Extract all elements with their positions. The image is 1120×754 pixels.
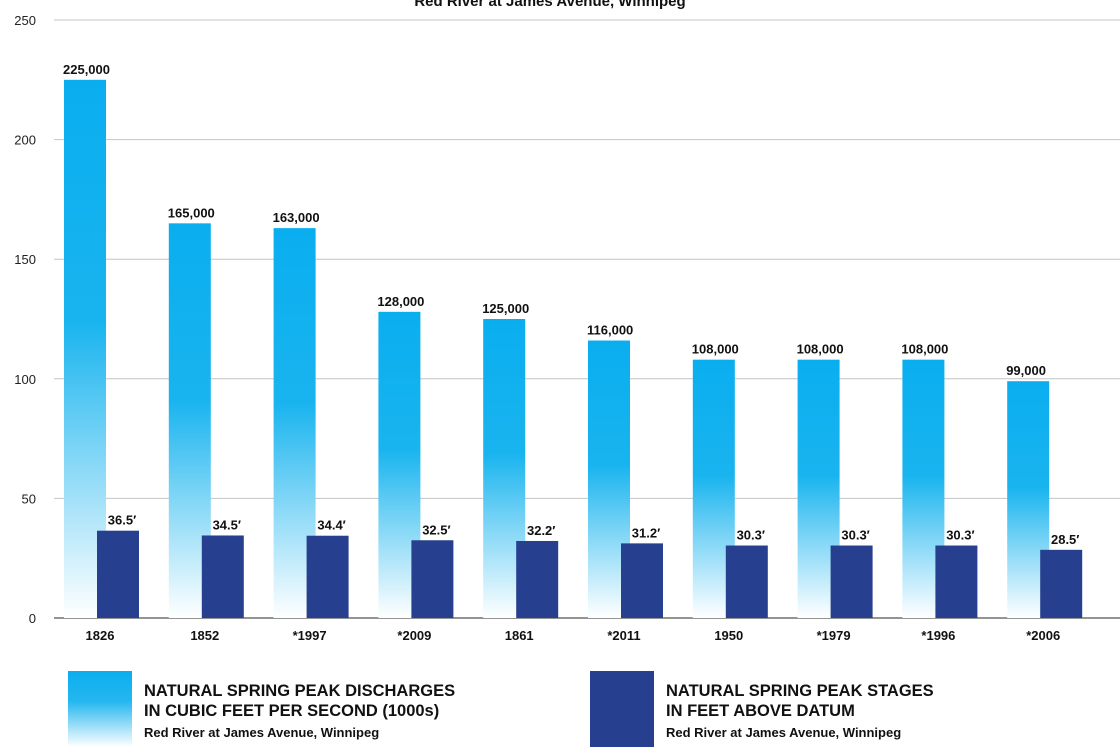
data-label-discharge: 163,000: [273, 210, 320, 225]
x-tick-label: 1950: [714, 628, 743, 643]
bar-stage-1826: [97, 530, 139, 618]
x-axis: 1826 1852 *1997 *2009 1861 *2011 1950 *1979 *199…: [86, 628, 1061, 643]
data-label-stage: 32.5′: [422, 522, 450, 537]
legend-title-stage-line1: NATURAL SPRING PEAK STAGES: [666, 682, 934, 700]
data-label-discharge: 108,000: [797, 342, 844, 357]
x-tick-label: *2009: [397, 628, 431, 643]
data-label-stage: 30.3′: [841, 528, 869, 543]
data-label-discharge: 128,000: [377, 294, 424, 309]
x-tick-label: *1996: [921, 628, 955, 643]
data-label-stage: 34.4′: [317, 518, 345, 533]
bar-stage-star-1997: [306, 535, 349, 618]
legend-subtitle-discharge: Red River at James Avenue, Winnipeg: [144, 725, 380, 740]
y-tick-label: 250: [14, 13, 36, 28]
y-tick-label: 100: [14, 372, 36, 387]
data-label-stage: 30.3′: [737, 528, 765, 543]
y-tick-label: 200: [14, 133, 36, 148]
x-tick-label: *1997: [293, 628, 327, 643]
x-tick-label: 1826: [86, 628, 115, 643]
legend-title-stage-line2: IN FEET ABOVE DATUM: [666, 702, 855, 720]
data-label-discharge: 125,000: [482, 301, 529, 316]
data-label-discharge: 99,000: [1006, 363, 1046, 378]
legend-title-discharge-line1: NATURAL SPRING PEAK DISCHARGES: [144, 682, 456, 700]
data-label-stage: 32.2′: [527, 523, 555, 538]
data-label-discharge: 116,000: [587, 323, 633, 338]
data-label-discharge: 225,000: [63, 62, 110, 77]
legend-title-discharge: NATURAL SPRING PEAK DISCHARGES IN CUBIC …: [144, 681, 544, 721]
x-tick-label: 1852: [190, 628, 219, 643]
bar-stage-star-2009: [411, 540, 454, 618]
chart-title: Red River at James Avenue, Winnipeg: [414, 0, 685, 10]
data-label-discharge: 108,000: [901, 342, 948, 357]
y-axis: 0 50 100 150 200 250: [14, 13, 36, 626]
bar-stage-star-1979: [830, 545, 873, 618]
legend-swatch-discharge: [68, 671, 132, 747]
y-tick-label: 150: [14, 252, 36, 267]
y-tick-label: 50: [22, 491, 36, 506]
data-label-discharge: 108,000: [692, 342, 739, 357]
data-label-stage: 34.5′: [213, 517, 241, 532]
bar-stage-star-2006: [1040, 549, 1083, 618]
bar-stage-1950: [725, 545, 768, 618]
x-tick-label: *2006: [1026, 628, 1060, 643]
data-label-stage: 30.3′: [946, 528, 974, 543]
bar-stage-star-2011: [621, 543, 663, 618]
bar-stage-star-1996: [935, 545, 978, 618]
legend-title-stage: NATURAL SPRING PEAK STAGES IN FEET ABOVE…: [666, 681, 1066, 721]
legend-subtitle-stage: Red River at James Avenue, Winnipeg: [666, 725, 902, 740]
bars: [64, 79, 1083, 619]
x-tick-label: *1979: [817, 628, 851, 643]
bar-stage-1861: [516, 540, 559, 618]
y-tick-label: 0: [29, 611, 36, 626]
legend-title-discharge-line2: IN CUBIC FEET PER SECOND (1000s): [144, 702, 440, 720]
x-tick-label: 1861: [505, 628, 534, 643]
data-label-discharge: 165,000: [168, 205, 215, 220]
legend-swatch-stage: [590, 671, 654, 747]
x-tick-label: *2011: [607, 628, 640, 643]
bar-stage-1852: [201, 535, 244, 618]
data-label-stage: 36.5′: [108, 513, 136, 528]
data-label-stage: 31.2′: [632, 525, 660, 540]
data-label-stage: 28.5′: [1051, 532, 1079, 547]
data-labels: 225,000 36.5′ 165,000 34.5′ 163,000 34.4′ 128,…: [63, 62, 1079, 547]
bar-discharge-1826: [64, 79, 106, 619]
